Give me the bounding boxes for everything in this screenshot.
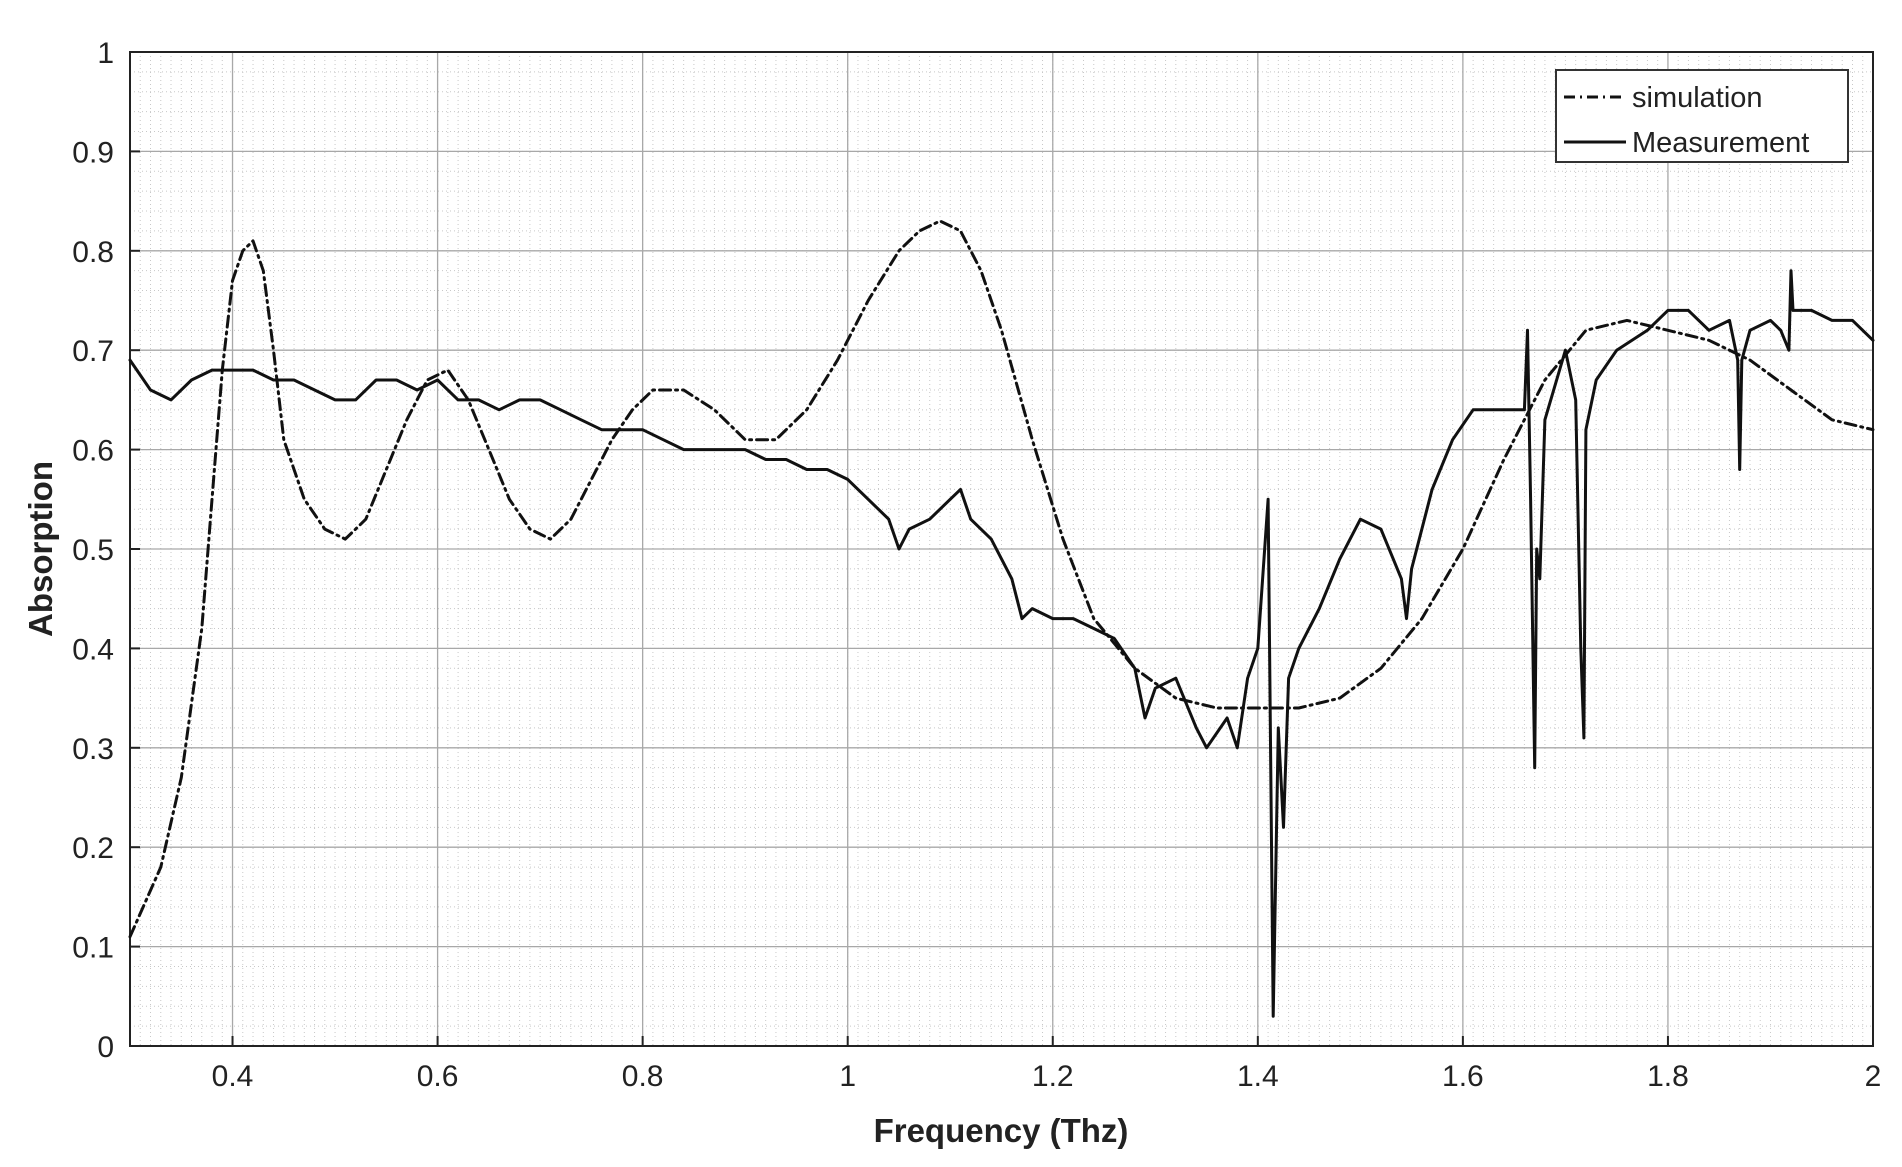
series-line-measurement [128, 269, 1875, 1018]
series-layer [128, 219, 1875, 1018]
x-axis-title: Frequency (Thz) [874, 1112, 1129, 1149]
x-axis-ticks: 0.4 0.6 0.8 1 1.2 1.4 1.6 1.8 2 [212, 1036, 1882, 1093]
y-tick-label: 0.5 [72, 534, 114, 567]
x-tick-label: 1.4 [1237, 1060, 1279, 1093]
y-tick-label: 0.9 [72, 136, 114, 169]
legend: simulation Measurement [1555, 69, 1849, 163]
legend-label-simulation: simulation [1632, 82, 1763, 114]
x-tick-label: 1.2 [1032, 1060, 1074, 1093]
x-tick-label: 1 [839, 1060, 856, 1093]
x-tick-label: 0.8 [622, 1060, 664, 1093]
y-axis-ticks: 0 0.1 0.2 0.3 0.4 0.5 0.6 0.7 0.8 0.9 1 [72, 37, 140, 1064]
y-tick-label: 0.8 [72, 236, 114, 269]
legend-box [1555, 69, 1849, 163]
x-tick-label: 2 [1865, 1060, 1882, 1093]
y-axis-title: Absorption [22, 461, 59, 637]
y-tick-label: 0 [97, 1031, 114, 1064]
x-tick-label: 1.6 [1442, 1060, 1484, 1093]
x-tick-label: 0.6 [417, 1060, 459, 1093]
series-line-simulation [128, 219, 1875, 939]
x-tick-label: 1.8 [1647, 1060, 1689, 1093]
y-tick-label: 0.3 [72, 733, 114, 766]
y-tick-label: 0.1 [72, 932, 114, 965]
legend-label-measurement: Measurement [1632, 127, 1809, 159]
y-tick-label: 0.2 [72, 832, 114, 865]
x-tick-label: 0.4 [212, 1060, 254, 1093]
y-tick-label: 0.7 [72, 335, 114, 368]
y-tick-label: 1 [97, 37, 114, 70]
y-tick-label: 0.6 [72, 435, 114, 468]
y-tick-label: 0.4 [72, 633, 114, 666]
